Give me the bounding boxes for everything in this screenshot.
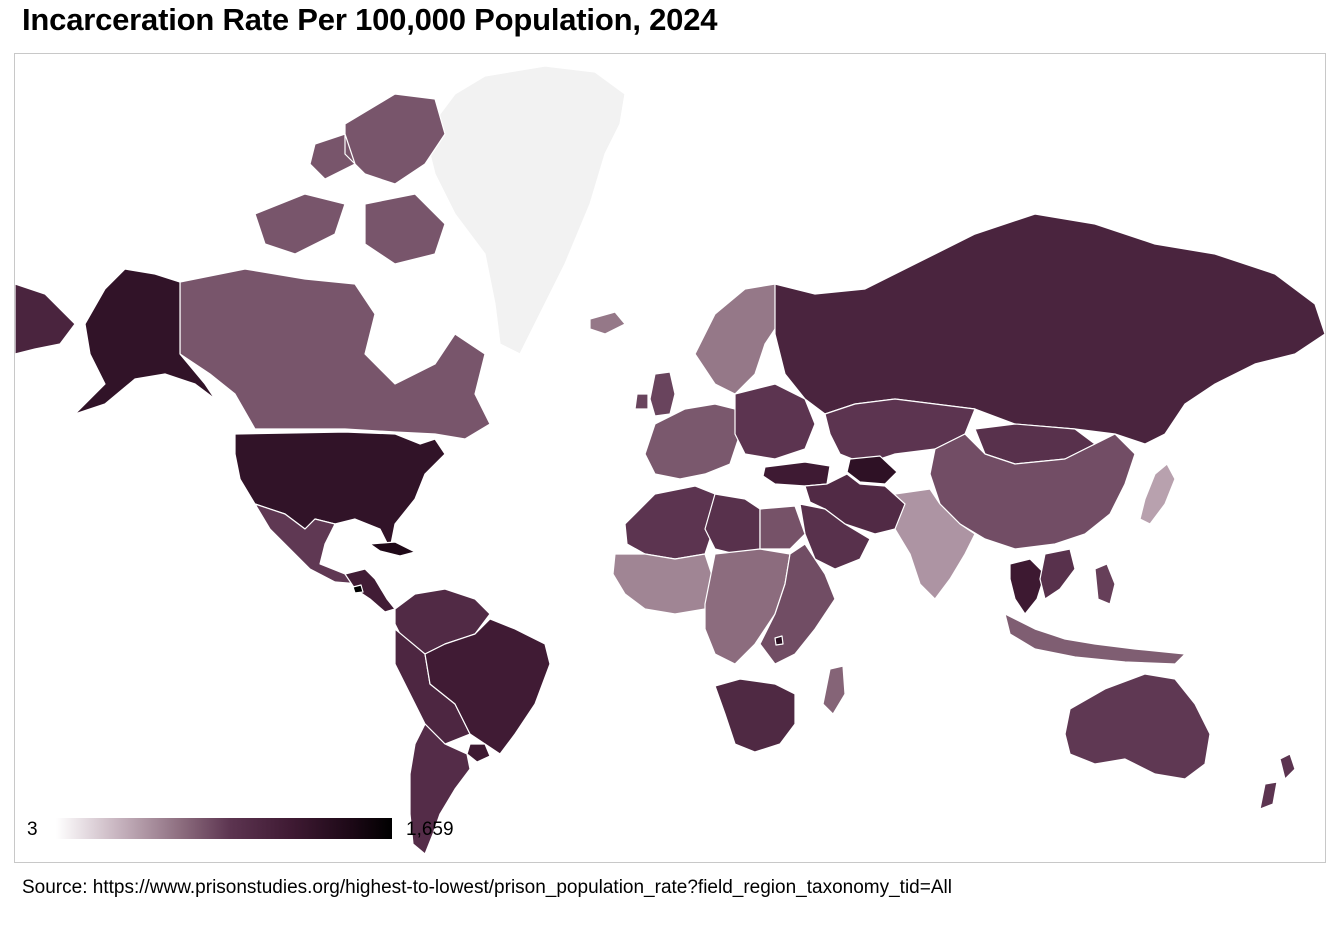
region-thailand — [1009, 558, 1046, 615]
region-canadian-arctic — [254, 93, 446, 265]
region-el-salvador — [352, 584, 364, 594]
world-map — [15, 65, 1325, 855]
region-eastern-europe — [734, 383, 816, 460]
region-chukotka — [15, 283, 76, 355]
region-usa — [234, 431, 446, 550]
region-arabian-peninsula — [799, 503, 871, 570]
chart-title: Incarceration Rate Per 100,000 Populatio… — [22, 2, 718, 37]
region-indonesia — [1004, 613, 1186, 665]
region-east-africa — [759, 543, 836, 665]
legend-gradient-bar — [56, 818, 392, 839]
region-uk-ireland — [634, 371, 676, 417]
region-india-south-asia — [894, 488, 976, 600]
legend-min-label: 3 — [27, 819, 38, 840]
region-central-america — [344, 568, 396, 613]
region-philippines — [1094, 563, 1116, 605]
region-southeast-asia — [1039, 548, 1076, 600]
region-turkey — [762, 461, 831, 487]
region-west-africa — [612, 553, 716, 615]
region-japan — [1139, 463, 1176, 525]
region-alaska — [74, 268, 216, 415]
region-argentina-chile — [409, 723, 471, 855]
region-western-europe — [644, 403, 741, 480]
region-namibia-south-africa — [714, 678, 796, 753]
map-frame — [14, 53, 1326, 863]
region-central-africa — [704, 548, 791, 665]
region-turkmenistan — [846, 455, 898, 485]
region-australia — [1064, 673, 1211, 780]
region-iceland-scandinavia — [589, 283, 786, 395]
region-libya — [704, 493, 761, 555]
region-canada — [179, 268, 491, 440]
region-new-zealand — [1259, 753, 1296, 810]
region-uruguay — [466, 743, 491, 763]
color-legend: 3 1,659 — [14, 816, 474, 842]
region-brazil — [424, 618, 551, 755]
source-note: Source: https://www.prisonstudies.org/hi… — [22, 877, 952, 898]
region-greenland — [424, 65, 626, 355]
region-egypt — [759, 505, 806, 550]
region-madagascar — [822, 665, 846, 715]
region-north-africa — [624, 485, 716, 560]
region-iran-middle-east — [804, 473, 906, 535]
legend-max-label: 1,659 — [406, 819, 454, 840]
region-cuba — [369, 541, 416, 557]
region-rwanda — [774, 635, 784, 646]
